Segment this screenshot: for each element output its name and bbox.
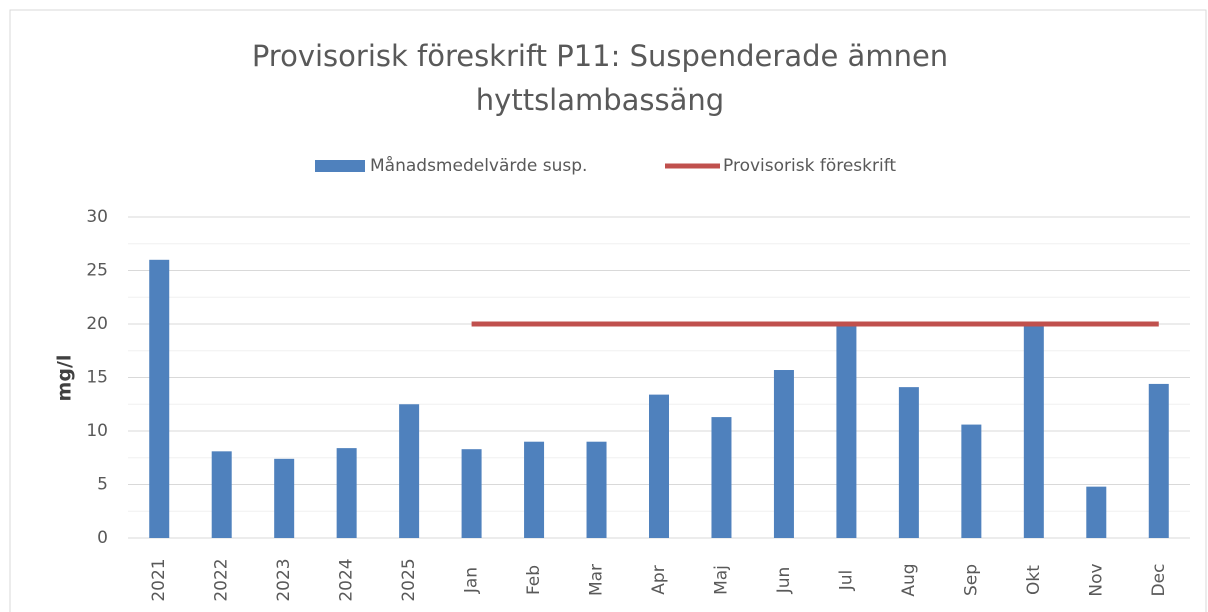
bar	[1086, 486, 1107, 538]
x-tick-label: Jun	[774, 567, 794, 595]
bar	[649, 394, 669, 538]
x-tick-label: 2024	[337, 558, 357, 601]
bar	[149, 259, 170, 538]
bar	[898, 387, 919, 538]
y-tick-label: 10	[86, 421, 108, 441]
y-tick-label: 30	[86, 207, 108, 227]
bar	[586, 441, 607, 538]
x-tick-label: Nov	[1086, 563, 1106, 596]
bar	[1023, 324, 1044, 538]
x-tick-label: Feb	[524, 565, 544, 595]
x-tick-label: Apr	[649, 565, 669, 594]
x-tick-label: Jan	[462, 567, 482, 594]
x-tick-label: 2023	[274, 558, 294, 601]
y-tick-label: 0	[97, 528, 108, 548]
x-tick-label: 2021	[149, 558, 169, 601]
bar	[211, 451, 232, 538]
y-tick-label: 20	[86, 314, 108, 334]
bar	[461, 449, 482, 538]
x-tick-label: Maj	[711, 565, 731, 595]
bar	[836, 324, 857, 538]
bar	[773, 370, 794, 538]
x-tick-label: Jul	[836, 570, 856, 592]
y-tick-label: 25	[86, 261, 108, 281]
bar	[336, 448, 357, 538]
y-tick-label: 15	[86, 368, 108, 388]
legend-label: Månadsmedelvärde susp.	[370, 155, 587, 176]
chart-title: hyttslambassäng	[476, 83, 724, 117]
legend-swatch	[315, 160, 365, 172]
x-tick-label: Mar	[587, 564, 607, 596]
x-tick-label: Okt	[1024, 565, 1044, 595]
x-tick-label: Sep	[961, 564, 981, 596]
bar	[961, 424, 982, 538]
chart-title: Provisorisk föreskrift P11: Suspenderade…	[252, 39, 948, 73]
legend-label: Provisorisk föreskrift	[723, 156, 896, 176]
y-tick-label: 5	[97, 475, 108, 495]
bar	[1148, 383, 1169, 538]
x-tick-label: 2025	[399, 558, 419, 601]
bar	[399, 404, 420, 538]
y-axis-label: mg/l	[54, 355, 76, 402]
bar	[711, 417, 732, 538]
x-tick-label: Aug	[899, 563, 919, 596]
bar	[274, 458, 295, 538]
x-tick-label: 2022	[212, 558, 232, 601]
bar	[524, 441, 545, 538]
x-tick-label: Dec	[1149, 564, 1169, 597]
